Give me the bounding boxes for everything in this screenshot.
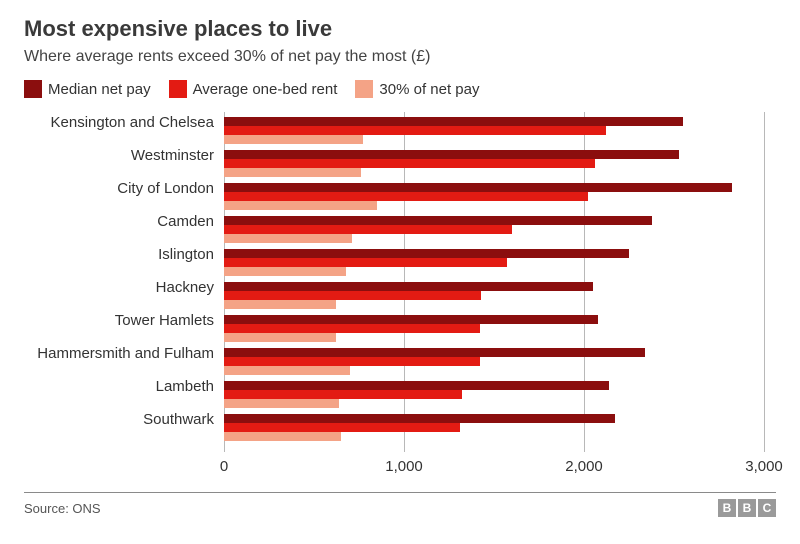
bar-thirty-pct-net (224, 300, 336, 309)
bbc-logo-block: B (738, 499, 756, 517)
bar-median-net-pay (224, 381, 609, 390)
bar-avg-one-bed-rent (224, 291, 481, 300)
bar-avg-one-bed-rent (224, 423, 460, 432)
bar-median-net-pay (224, 249, 629, 258)
bar-median-net-pay (224, 348, 645, 357)
bar-avg-one-bed-rent (224, 258, 507, 267)
category-label: Westminster (131, 149, 224, 163)
bar-median-net-pay (224, 414, 615, 423)
bar-avg-one-bed-rent (224, 126, 606, 135)
bar-thirty-pct-net (224, 234, 352, 243)
bbc-logo-block: B (718, 499, 736, 517)
legend-item-thirty-pct-net: 30% of net pay (355, 80, 479, 98)
x-axis: 01,0002,0003,000 (224, 454, 764, 482)
bar-thirty-pct-net (224, 201, 377, 210)
bar-thirty-pct-net (224, 366, 350, 375)
bar-median-net-pay (224, 117, 683, 126)
legend-swatch (355, 80, 373, 98)
chart-row: Westminster (224, 149, 764, 182)
chart-row: Hackney (224, 281, 764, 314)
x-tick-label: 0 (220, 458, 228, 475)
legend-label: Average one-bed rent (193, 81, 338, 98)
chart-row: Kensington and Chelsea (224, 116, 764, 149)
bar-avg-one-bed-rent (224, 324, 480, 333)
chart-row: City of London (224, 182, 764, 215)
bar-median-net-pay (224, 216, 652, 225)
category-label: City of London (117, 182, 224, 196)
legend-item-median-net-pay: Median net pay (24, 80, 151, 98)
category-label: Kensington and Chelsea (51, 116, 224, 130)
category-label: Hammersmith and Fulham (37, 347, 224, 361)
gridline (764, 112, 765, 452)
legend-swatch (169, 80, 187, 98)
bar-median-net-pay (224, 315, 598, 324)
bar-avg-one-bed-rent (224, 357, 480, 366)
category-label: Lambeth (156, 380, 224, 394)
x-tick-label: 3,000 (745, 458, 783, 475)
bar-avg-one-bed-rent (224, 192, 588, 201)
bar-avg-one-bed-rent (224, 225, 512, 234)
bar-avg-one-bed-rent (224, 390, 462, 399)
bar-avg-one-bed-rent (224, 159, 595, 168)
chart-row: Lambeth (224, 380, 764, 413)
legend: Median net pay Average one-bed rent 30% of… (24, 80, 776, 98)
source-label: Source: ONS (24, 501, 101, 516)
bar-thirty-pct-net (224, 399, 339, 408)
chart-row: Islington (224, 248, 764, 281)
bar-median-net-pay (224, 282, 593, 291)
chart-row: Southwark (224, 413, 764, 446)
bar-thirty-pct-net (224, 333, 336, 342)
category-label: Tower Hamlets (115, 314, 224, 328)
legend-swatch (24, 80, 42, 98)
bar-thirty-pct-net (224, 267, 346, 276)
chart-plot-area: Kensington and ChelseaWestminsterCity of… (224, 112, 764, 452)
legend-item-avg-one-bed-rent: Average one-bed rent (169, 80, 338, 98)
bar-median-net-pay (224, 183, 732, 192)
legend-label: Median net pay (48, 81, 151, 98)
category-label: Camden (157, 215, 224, 229)
chart-row: Camden (224, 215, 764, 248)
bbc-logo-block: C (758, 499, 776, 517)
bar-thirty-pct-net (224, 135, 363, 144)
bbc-logo: BBC (718, 499, 776, 517)
chart-row: Hammersmith and Fulham (224, 347, 764, 380)
category-label: Islington (158, 248, 224, 262)
chart-title: Most expensive places to live (24, 16, 776, 42)
bar-median-net-pay (224, 150, 679, 159)
category-label: Hackney (156, 281, 224, 295)
legend-label: 30% of net pay (379, 81, 479, 98)
chart-subtitle: Where average rents exceed 30% of net pa… (24, 48, 776, 66)
chart-row: Tower Hamlets (224, 314, 764, 347)
category-label: Southwark (143, 413, 224, 427)
bar-thirty-pct-net (224, 432, 341, 441)
bar-thirty-pct-net (224, 168, 361, 177)
x-tick-label: 2,000 (565, 458, 603, 475)
x-tick-label: 1,000 (385, 458, 423, 475)
